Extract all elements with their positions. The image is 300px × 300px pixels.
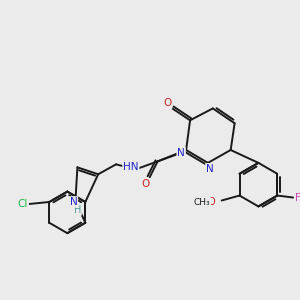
Text: HN: HN xyxy=(123,162,139,172)
Text: H: H xyxy=(74,205,81,215)
Text: N: N xyxy=(70,197,77,207)
Text: O: O xyxy=(208,197,216,208)
Text: F: F xyxy=(295,193,300,202)
Text: Cl: Cl xyxy=(17,199,28,209)
Text: O: O xyxy=(142,179,150,189)
Text: O: O xyxy=(163,98,171,109)
Text: N: N xyxy=(177,148,185,158)
Text: CH₃: CH₃ xyxy=(194,198,210,207)
Text: N: N xyxy=(206,164,214,174)
